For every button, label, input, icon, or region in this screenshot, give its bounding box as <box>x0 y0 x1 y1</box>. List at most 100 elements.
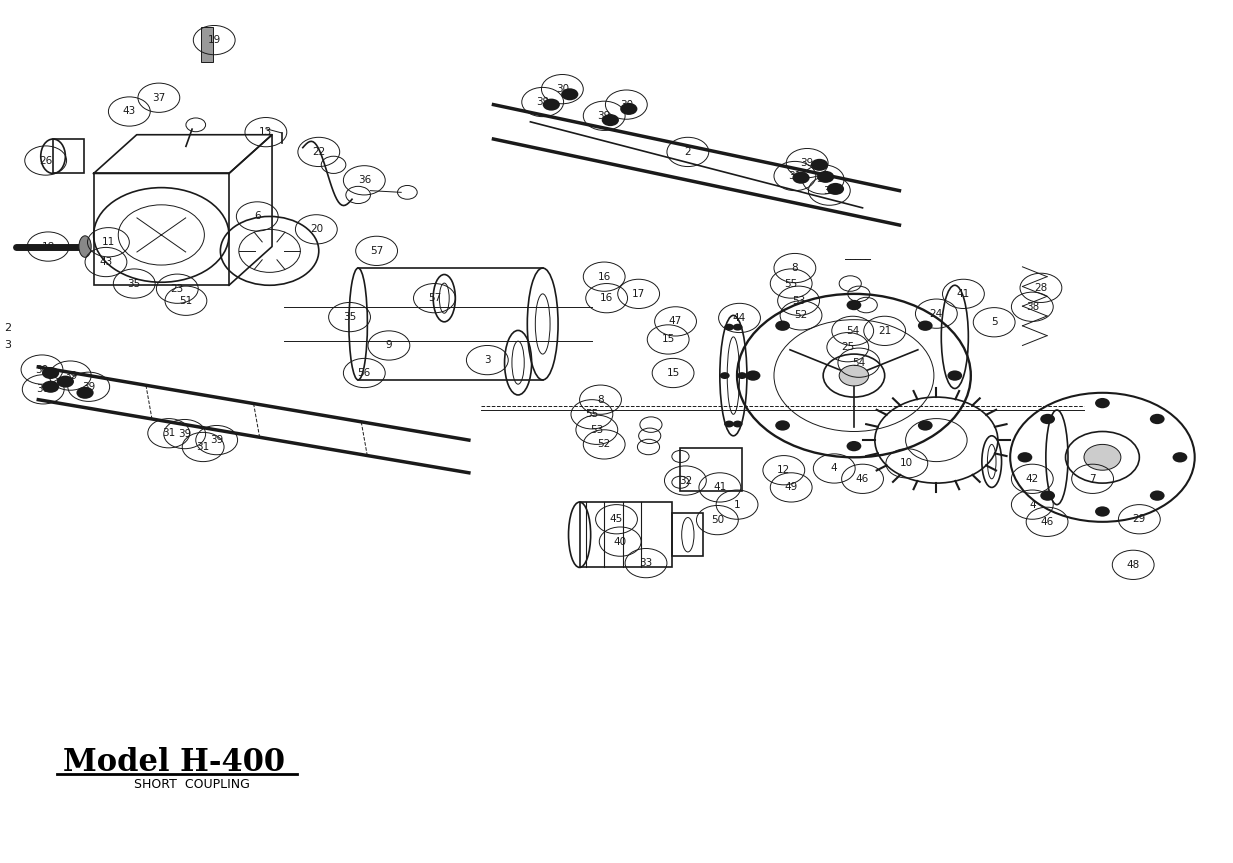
Text: 15: 15 <box>662 335 674 344</box>
Circle shape <box>1095 398 1110 408</box>
Text: 11: 11 <box>102 237 115 248</box>
Circle shape <box>1095 507 1110 517</box>
Text: 3: 3 <box>485 355 491 365</box>
Text: 47: 47 <box>670 317 682 326</box>
Text: 28: 28 <box>1034 283 1048 293</box>
Text: 8: 8 <box>597 394 604 405</box>
Circle shape <box>776 320 790 331</box>
Text: 13: 13 <box>259 127 272 137</box>
Circle shape <box>917 320 932 331</box>
Circle shape <box>817 171 835 183</box>
Text: 38: 38 <box>1026 302 1039 312</box>
Circle shape <box>42 381 59 393</box>
Text: 29: 29 <box>1133 514 1145 524</box>
Text: 55: 55 <box>586 409 598 419</box>
Bar <box>681 448 742 491</box>
Circle shape <box>732 420 742 427</box>
Text: 9: 9 <box>386 341 392 350</box>
Text: 36: 36 <box>358 175 371 186</box>
Text: 50: 50 <box>710 515 724 525</box>
Circle shape <box>1017 452 1032 463</box>
Circle shape <box>602 114 619 126</box>
Text: 17: 17 <box>633 289 645 299</box>
Text: 54: 54 <box>852 357 866 368</box>
Text: 39: 39 <box>178 429 191 439</box>
Text: 52: 52 <box>794 311 808 320</box>
Text: 10: 10 <box>900 458 914 469</box>
Circle shape <box>1150 414 1165 424</box>
Circle shape <box>847 299 862 310</box>
Circle shape <box>776 420 790 431</box>
Text: 26: 26 <box>39 155 52 166</box>
Circle shape <box>1041 414 1055 424</box>
Text: 49: 49 <box>784 482 798 493</box>
Text: 42: 42 <box>1026 474 1039 484</box>
Text: 35: 35 <box>128 279 141 288</box>
Circle shape <box>793 172 810 184</box>
Circle shape <box>947 370 962 381</box>
Text: 31: 31 <box>162 428 175 438</box>
Text: 39: 39 <box>800 158 814 168</box>
Text: 46: 46 <box>856 474 869 484</box>
Circle shape <box>720 372 730 379</box>
Text: 39: 39 <box>598 110 610 121</box>
Text: 31: 31 <box>822 186 836 196</box>
Text: 45: 45 <box>610 514 623 524</box>
Text: Model H-400: Model H-400 <box>63 747 285 778</box>
Text: 44: 44 <box>732 313 746 323</box>
Text: 33: 33 <box>640 558 652 568</box>
Text: 22: 22 <box>312 147 326 157</box>
Text: 51: 51 <box>179 296 192 306</box>
Circle shape <box>827 183 845 195</box>
Text: 43: 43 <box>123 106 136 117</box>
Text: 19: 19 <box>207 35 221 45</box>
Text: 23: 23 <box>170 284 184 293</box>
Circle shape <box>620 103 637 115</box>
Text: 39: 39 <box>64 370 76 381</box>
Bar <box>53 139 84 173</box>
Circle shape <box>57 375 74 387</box>
Bar <box>672 513 703 557</box>
Circle shape <box>746 370 761 381</box>
Text: 53: 53 <box>792 296 805 306</box>
Text: SHORT  COUPLING: SHORT COUPLING <box>134 778 250 791</box>
Text: 37: 37 <box>152 92 165 103</box>
Text: 4: 4 <box>831 463 837 474</box>
Text: 2: 2 <box>684 147 692 157</box>
Circle shape <box>1150 490 1165 501</box>
Text: 24: 24 <box>930 309 943 318</box>
Text: 46: 46 <box>1041 517 1054 526</box>
Text: 16: 16 <box>598 272 610 281</box>
Text: 39: 39 <box>536 97 550 107</box>
Circle shape <box>561 88 578 100</box>
Text: 7: 7 <box>1089 474 1096 484</box>
Circle shape <box>543 98 560 110</box>
Circle shape <box>917 420 932 431</box>
Circle shape <box>1173 452 1187 463</box>
Text: 48: 48 <box>1127 560 1139 570</box>
Ellipse shape <box>79 236 91 257</box>
Text: 5: 5 <box>991 318 997 327</box>
Text: 52: 52 <box>598 439 610 450</box>
Text: 40: 40 <box>614 537 626 546</box>
Text: 41: 41 <box>713 482 726 493</box>
Text: 16: 16 <box>600 293 613 303</box>
Text: 53: 53 <box>591 425 603 435</box>
Circle shape <box>724 324 734 331</box>
Circle shape <box>847 441 862 451</box>
Text: 39: 39 <box>210 435 223 445</box>
Text: 57: 57 <box>428 293 441 303</box>
Text: 41: 41 <box>957 289 970 299</box>
Text: 54: 54 <box>846 326 859 336</box>
Text: 39: 39 <box>83 381 95 392</box>
Circle shape <box>737 372 747 379</box>
Text: 35: 35 <box>343 312 356 322</box>
Text: 32: 32 <box>679 476 692 486</box>
Text: 21: 21 <box>878 326 891 336</box>
Text: 30: 30 <box>620 99 633 110</box>
Text: 4: 4 <box>1030 500 1036 510</box>
Circle shape <box>840 365 869 386</box>
Text: 31: 31 <box>788 171 801 181</box>
Circle shape <box>1084 444 1121 470</box>
Text: 30: 30 <box>36 364 48 375</box>
